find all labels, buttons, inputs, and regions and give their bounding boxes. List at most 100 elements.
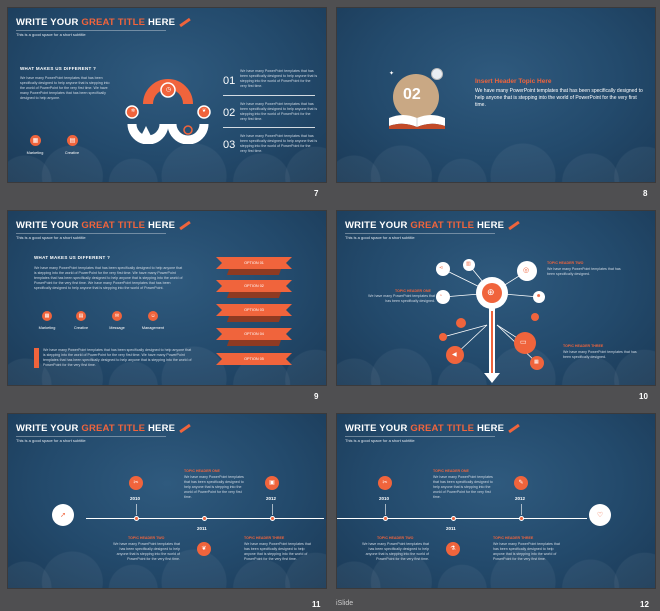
page-number-9: 9 (314, 392, 319, 401)
number-03: 03 (223, 139, 236, 151)
page-number-12: 12 (640, 600, 649, 609)
slide-title: WRITE YOUR GREAT TITLE HERE (345, 423, 520, 434)
topic-header-one: TOPIC HEADER ONE (184, 469, 220, 473)
page-number-7: 7 (314, 189, 319, 198)
target-icon: ◎ (523, 267, 530, 274)
document-icon: ▤ (69, 137, 76, 144)
topic-header-three: TOPIC HEADER THREE (244, 536, 285, 540)
topic-body-two: We have many PowerPoint templates that h… (362, 542, 429, 561)
pencil-icon: ✎ (518, 480, 524, 486)
marketing-button[interactable]: ▦ (30, 135, 41, 146)
pencil-icon (508, 220, 520, 231)
heart-button[interactable]: ♡ (589, 504, 611, 526)
slide-title: WRITE YOUR GREAT TITLE HERE (16, 17, 191, 28)
page-number-8: 8 (643, 189, 648, 198)
cloud-decoration (337, 546, 655, 588)
topic-header-three: TOPIC HEADER THREE (563, 344, 604, 348)
item-text-01: We have many PowerPoint templates that h… (240, 69, 318, 88)
option-ribbon-4[interactable]: OPTION 04 (216, 328, 292, 340)
creative-button[interactable]: ▤ (67, 135, 78, 146)
slide-8-thumbnail[interactable]: ✦ 02 Insert Header Topic Here We have ma… (336, 7, 656, 183)
timeline-dot[interactable] (134, 516, 139, 521)
pencil-icon (179, 423, 191, 434)
year-2011: 2011 (446, 526, 456, 531)
grid-icon: ▦ (32, 137, 39, 144)
section-heading: WHAT MAKES US DIFFERENT ? (20, 66, 97, 71)
slide-10-thumbnail[interactable]: WRITE YOUR GREAT TITLE HERE This is a go… (336, 210, 656, 386)
timeline-icon-2011[interactable]: ⚗ (446, 542, 460, 556)
heart-icon: ♡ (596, 511, 604, 519)
option-ribbon-3[interactable]: OPTION 03 (216, 304, 292, 316)
item-text-03: We have many PowerPoint templates that h… (240, 134, 318, 153)
timeline-dot[interactable] (519, 516, 524, 521)
footer-mark: iSlide (336, 600, 354, 607)
topic-body-one: We have many PowerPoint templates that h… (368, 294, 435, 303)
management-button[interactable]: ☺ (148, 311, 158, 321)
item-text-02: We have many PowerPoint templates that h… (240, 102, 318, 121)
cloud-decoration (337, 140, 655, 182)
year-2011: 2011 (197, 526, 207, 531)
document-icon: ▤ (78, 312, 84, 319)
pencil-icon (508, 423, 520, 434)
title-underline (345, 233, 495, 234)
timeline-dot[interactable] (383, 516, 388, 521)
slide-7-thumbnail[interactable]: WRITE YOUR GREAT TITLE HERE This is a go… (7, 7, 327, 183)
moon-icon (431, 68, 443, 80)
topic-body-three: We have many PowerPoint templates that h… (244, 542, 311, 561)
cursor-button[interactable]: ➚ (52, 504, 74, 526)
section-heading: WHAT MAKES US DIFFERENT ? (34, 255, 111, 260)
slide-11-thumbnail[interactable]: WRITE YOUR GREAT TITLE HERE This is a go… (7, 413, 327, 589)
pencil-icon (179, 17, 191, 28)
creative-label: Creative (73, 326, 89, 330)
topic-body-one: We have many PowerPoint templates that h… (184, 475, 244, 499)
timeline-dot[interactable] (202, 516, 207, 521)
option-ribbon-5[interactable]: OPTION 05 (216, 353, 292, 365)
ribbon-fold (226, 340, 282, 346)
megaphone-icon: ◀ (452, 352, 457, 358)
topic-header-one: TOPIC HEADER ONE (433, 469, 469, 473)
marketing-button[interactable]: ▦ (42, 311, 52, 321)
topic-body-three: We have many PowerPoint templates that h… (493, 542, 560, 561)
year-2010: 2010 (379, 496, 390, 501)
title-underline (16, 436, 166, 437)
topic-header-two: TOPIC HEADER TWO (377, 536, 414, 540)
connector (136, 504, 137, 515)
cloud-decoration (8, 546, 326, 588)
slide-12-thumbnail[interactable]: WRITE YOUR GREAT TITLE HERE This is a go… (336, 413, 656, 589)
option-ribbon-2[interactable]: OPTION 02 (216, 280, 292, 292)
year-2012: 2012 (515, 496, 526, 501)
message-label: Message (109, 326, 125, 330)
marketing-label: Marketing (38, 326, 56, 330)
body-text: We have many PowerPoint templates that h… (20, 76, 110, 100)
number-02: 02 (223, 107, 236, 119)
timeline-icon-2010[interactable]: ✂ (378, 476, 392, 490)
title-underline (345, 436, 495, 437)
chat-icon: ✉ (114, 312, 120, 319)
body-text: We have many PowerPoint templates that h… (34, 266, 183, 290)
timeline-icon-2010[interactable]: ✂ (129, 476, 143, 490)
slide-subtitle: This is a good space for a short subtitl… (345, 235, 415, 240)
marketing-label: Marketing (26, 151, 44, 155)
timeline-icon-2012[interactable]: ✎ (514, 476, 528, 490)
ribbon-fold (226, 292, 282, 298)
creative-button[interactable]: ▤ (76, 311, 86, 321)
divider (223, 95, 315, 96)
connector (385, 504, 386, 515)
pie-icon: ◔ (439, 293, 443, 299)
timeline-dot[interactable] (270, 516, 275, 521)
timeline-icon-2011[interactable]: ❦ (197, 542, 211, 556)
timeline-dot[interactable] (451, 516, 456, 521)
tree-diagram (436, 259, 545, 383)
calendar-icon: ▦ (534, 359, 539, 365)
slide-title: WRITE YOUR GREAT TITLE HERE (16, 423, 191, 434)
topic-header-one: TOPIC HEADER ONE (395, 289, 431, 293)
slide-subtitle: This is a good space for a short subtitl… (16, 32, 86, 37)
moon-badge (393, 74, 439, 120)
gear-icon: ✲ (131, 108, 136, 114)
slide-9-thumbnail[interactable]: WRITE YOUR GREAT TITLE HERE This is a go… (7, 210, 327, 386)
timeline-icon-2012[interactable]: ▣ (265, 476, 279, 490)
connector (272, 504, 273, 515)
option-ribbon-1[interactable]: OPTION 01 (216, 257, 292, 269)
clock-icon: ◷ (166, 87, 172, 93)
message-button[interactable]: ✉ (112, 311, 122, 321)
